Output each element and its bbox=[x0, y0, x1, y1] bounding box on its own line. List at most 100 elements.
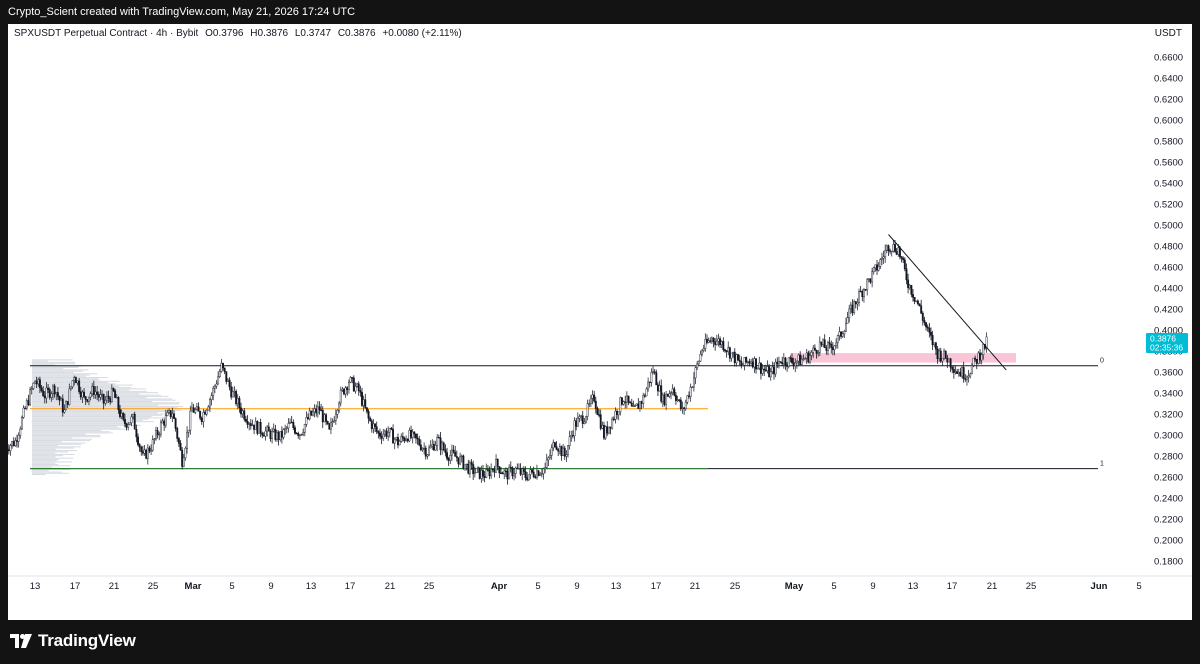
candle-body bbox=[397, 437, 399, 446]
candle-body bbox=[86, 399, 89, 402]
candle-body bbox=[665, 393, 668, 405]
candle-body bbox=[449, 454, 452, 461]
candle-body bbox=[809, 355, 811, 363]
candle-body bbox=[756, 367, 759, 370]
candle-body bbox=[29, 389, 32, 405]
candle-body bbox=[916, 300, 919, 305]
candle-body bbox=[892, 244, 895, 252]
candle-body bbox=[164, 415, 167, 426]
volume-profile-row bbox=[32, 374, 90, 376]
candle-body bbox=[110, 388, 113, 403]
x-tick-label: Apr bbox=[491, 581, 508, 592]
x-tick-label: 25 bbox=[148, 581, 159, 592]
candle-body bbox=[503, 470, 506, 475]
volume-profile-row bbox=[32, 382, 108, 384]
candle-body bbox=[578, 416, 581, 419]
volume-profile-row bbox=[32, 472, 69, 474]
volume-profile-row bbox=[32, 441, 62, 443]
candle-body bbox=[262, 434, 265, 437]
x-tick-label: May bbox=[785, 581, 804, 592]
candle-body bbox=[856, 302, 859, 305]
candle-body bbox=[652, 371, 654, 373]
candle-body bbox=[709, 340, 712, 342]
candle-body bbox=[97, 394, 100, 398]
candle-body bbox=[593, 394, 596, 402]
candle-body bbox=[480, 470, 483, 479]
candle-body bbox=[119, 409, 121, 417]
candle-body bbox=[658, 385, 661, 392]
candle-body bbox=[423, 447, 426, 450]
candle-body bbox=[84, 396, 87, 400]
volume-profile-row bbox=[32, 442, 86, 444]
candle-body bbox=[704, 338, 707, 349]
candle-body bbox=[452, 449, 455, 453]
volume-profile-row bbox=[32, 421, 154, 423]
candle-body bbox=[956, 371, 959, 374]
volume-profile-row bbox=[32, 470, 49, 472]
y-tick-label: 0.3000 bbox=[1154, 431, 1183, 442]
candle-body bbox=[558, 446, 561, 452]
candle-body bbox=[970, 365, 973, 375]
candle-body bbox=[174, 418, 177, 429]
candle-body bbox=[356, 383, 359, 387]
candle-body bbox=[545, 459, 548, 468]
candle-body bbox=[661, 394, 664, 402]
candle-body bbox=[725, 350, 728, 353]
candle-body bbox=[465, 463, 468, 466]
candle-body bbox=[145, 449, 148, 459]
candle-body bbox=[287, 423, 290, 429]
volume-profile-row bbox=[32, 434, 101, 437]
candle-body bbox=[544, 467, 547, 470]
volume-profile-row bbox=[32, 448, 56, 450]
candle-body bbox=[696, 363, 699, 368]
change-value: +0.0080 (+2.11%) bbox=[382, 28, 462, 39]
candle-body bbox=[771, 366, 774, 372]
candle-body bbox=[779, 361, 782, 363]
tradingview-logo-icon bbox=[10, 634, 32, 648]
candle-body bbox=[683, 407, 686, 409]
candle-body bbox=[313, 408, 316, 413]
candle-body bbox=[594, 400, 597, 409]
symbol-label[interactable]: SPXUSDT Perpetual Contract · 4h · Bybit bbox=[14, 28, 199, 39]
candle-body bbox=[428, 447, 430, 456]
candle-body bbox=[27, 400, 30, 405]
axis-unit-label[interactable]: USDT bbox=[1154, 28, 1182, 39]
volume-profile-row bbox=[32, 376, 108, 379]
candle-body bbox=[827, 342, 829, 351]
candle-body bbox=[243, 410, 246, 420]
candle-body bbox=[490, 468, 493, 477]
y-tick-label: 0.2400 bbox=[1154, 494, 1183, 505]
chart-panel[interactable]: 0.6600 0.6400 0.6200 0.6000 0.5800 0.5600 0.54… bbox=[8, 24, 1192, 620]
candle-body bbox=[684, 401, 687, 409]
candle-body bbox=[406, 439, 409, 442]
candle-body bbox=[766, 366, 769, 372]
candle-body bbox=[416, 437, 419, 440]
price-chart[interactable]: 0.6600 0.6400 0.6200 0.6000 0.5800 0.5600 0.54… bbox=[8, 24, 1192, 620]
candle-body bbox=[246, 421, 249, 425]
candle-body bbox=[807, 352, 810, 363]
candle-body bbox=[524, 471, 527, 478]
candle-body bbox=[202, 411, 205, 422]
x-tick-label: 17 bbox=[651, 581, 662, 592]
candle-body bbox=[277, 432, 280, 440]
candle-body bbox=[105, 395, 108, 401]
candle-body bbox=[401, 436, 404, 439]
candle-body bbox=[130, 416, 133, 424]
candle-body bbox=[140, 446, 143, 452]
candle-body bbox=[979, 352, 981, 361]
y-tick-label: 0.4800 bbox=[1154, 242, 1183, 253]
candle-body bbox=[797, 354, 800, 362]
candle-body bbox=[737, 354, 739, 361]
brand[interactable]: TradingView bbox=[10, 631, 136, 651]
candle-body bbox=[444, 449, 447, 453]
candle-body bbox=[791, 358, 793, 363]
candle-body bbox=[506, 470, 509, 480]
candle-body bbox=[182, 457, 185, 467]
candle-body bbox=[495, 459, 498, 473]
candle-body bbox=[25, 400, 28, 409]
candle-body bbox=[17, 434, 20, 442]
candle-body bbox=[915, 300, 918, 302]
candle-body bbox=[32, 382, 35, 389]
candle-body bbox=[213, 385, 216, 389]
candle-body bbox=[460, 455, 463, 458]
